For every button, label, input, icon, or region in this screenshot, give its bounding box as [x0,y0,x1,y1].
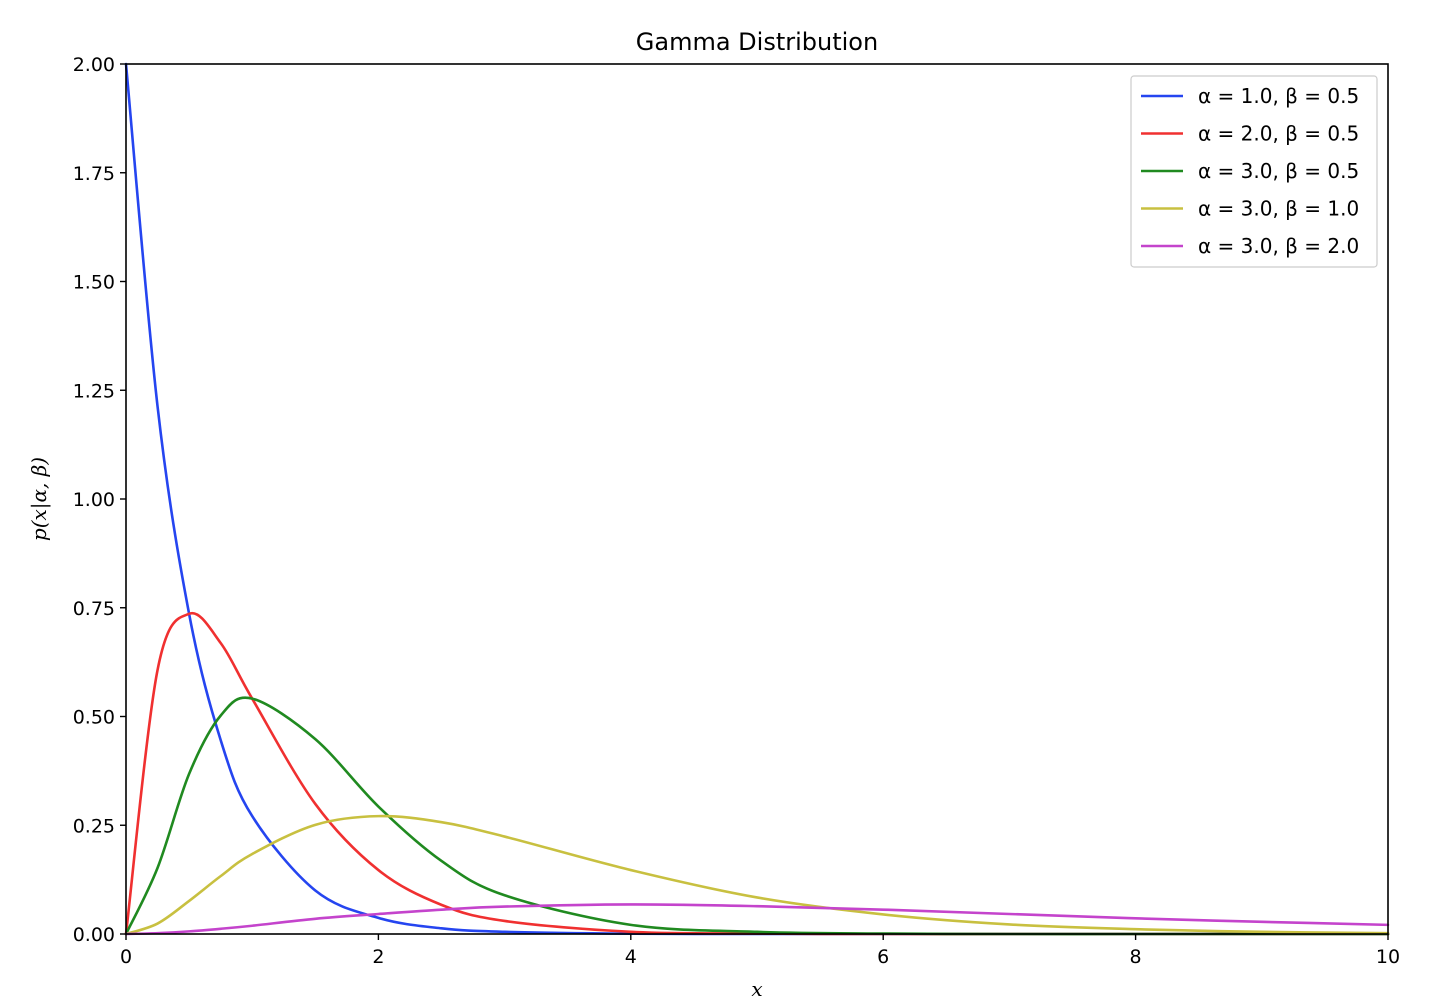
legend-label-1: α = 1.0, β = 0.5 [1198,84,1359,108]
y-tick-label: 1.25 [73,380,115,402]
x-tick-label: 6 [877,946,889,968]
legend: α = 1.0, β = 0.5 α = 2.0, β = 0.5 α = 3.0,… [1130,75,1378,268]
y-tick-label: 0.75 [73,598,115,620]
y-tick-label: 0.25 [73,815,115,837]
legend-label-5: α = 3.0, β = 2.0 [1198,234,1359,258]
y-tick-label: 0.50 [73,707,115,729]
legend-box [1130,75,1378,268]
chart-title: Gamma Distribution [636,28,878,56]
y-tick-label: 0.00 [73,924,115,946]
series-line-5 [124,903,1390,936]
x-axis-label: x [751,977,762,1001]
y-axis: 0.00 0.25 0.50 0.75 1.00 1.25 1.50 1.75 2.00 [73,54,126,946]
legend-label-2: α = 2.0, β = 0.5 [1198,122,1359,146]
series-line-2 [124,611,1390,936]
legend-label-3: α = 3.0, β = 0.5 [1198,159,1359,183]
y-axis-label: p(x|α, β) [27,457,52,541]
y-tick-label: 1.75 [73,163,115,185]
x-tick-label: 0 [120,946,132,968]
x-tick-label: 4 [625,946,637,968]
series-line-4 [124,814,1390,936]
x-tick-label: 10 [1376,946,1400,968]
x-axis: 0 2 4 6 8 10 [120,934,1400,968]
legend-label-4: α = 3.0, β = 1.0 [1198,197,1359,221]
y-tick-label: 1.00 [73,489,115,511]
x-tick-label: 8 [1130,946,1142,968]
y-tick-label: 1.50 [73,272,115,294]
x-tick-label: 2 [372,946,384,968]
y-tick-label: 2.00 [73,54,115,76]
